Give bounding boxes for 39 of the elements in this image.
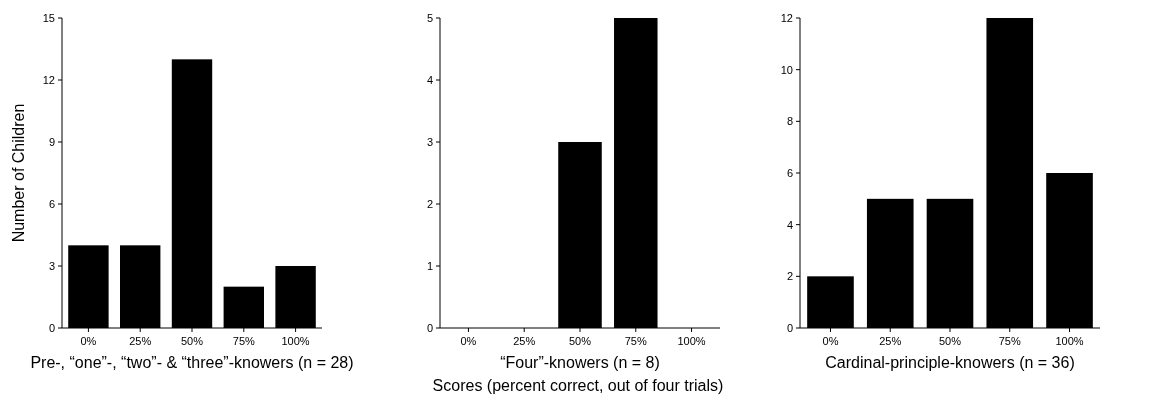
y-tick-label: 3: [48, 259, 55, 272]
x-tick-label: 75%: [998, 335, 1021, 347]
x-tick-label: 50%: [180, 335, 204, 347]
x-axis-title: Pre-, “one”-, “two”- & “three”-knowers (n = 28): [30, 354, 354, 371]
y-tick-label: 12: [42, 73, 55, 86]
y-tick-label: 3: [426, 135, 433, 148]
y-tick-label: 10: [780, 63, 793, 76]
x-tick-label: 0%: [460, 335, 477, 347]
y-tick-label: 2: [786, 270, 793, 283]
y-tick-label: 12: [780, 11, 793, 24]
y-tick-label: 15: [42, 11, 55, 24]
y-tick-label: 0: [48, 321, 55, 334]
x-tick-label: 100%: [281, 335, 310, 347]
y-tick-label: 6: [48, 197, 55, 210]
y-tick-label: 9: [48, 135, 55, 148]
x-tick-label: 75%: [624, 335, 647, 347]
y-tick-label: 4: [426, 73, 433, 86]
y-tick-label: 0: [786, 321, 793, 334]
y-tick-label: 2: [426, 197, 433, 210]
x-tick-label: 100%: [677, 335, 706, 347]
x-tick-label: 100%: [1055, 335, 1084, 347]
x-tick-label: 25%: [513, 335, 536, 347]
y-tick-label: 0: [426, 321, 433, 334]
x-tick-label: 0%: [822, 335, 839, 347]
text: Scores (percent correct, out of four trials): [432, 377, 724, 394]
x-tick-label: 0%: [80, 335, 97, 347]
x-tick-label: 25%: [129, 335, 152, 347]
y-axis-title: Number of Children: [10, 103, 27, 243]
x-tick-label: 75%: [232, 335, 256, 347]
y-tick-label: 1: [426, 259, 433, 272]
y-tick-label: 4: [786, 218, 793, 231]
x-tick-label: 50%: [938, 335, 962, 347]
y-tick-label: 6: [786, 166, 793, 179]
x-axis-title: Cardinal-principle-knowers (n = 36): [825, 354, 1075, 371]
y-tick-label: 5: [426, 11, 433, 24]
x-tick-label: 25%: [879, 335, 902, 347]
x-axis-title: “Four”-knowers (n = 8): [500, 354, 660, 371]
x-tick-label: 50%: [568, 335, 592, 347]
y-tick-label: 8: [786, 115, 793, 128]
